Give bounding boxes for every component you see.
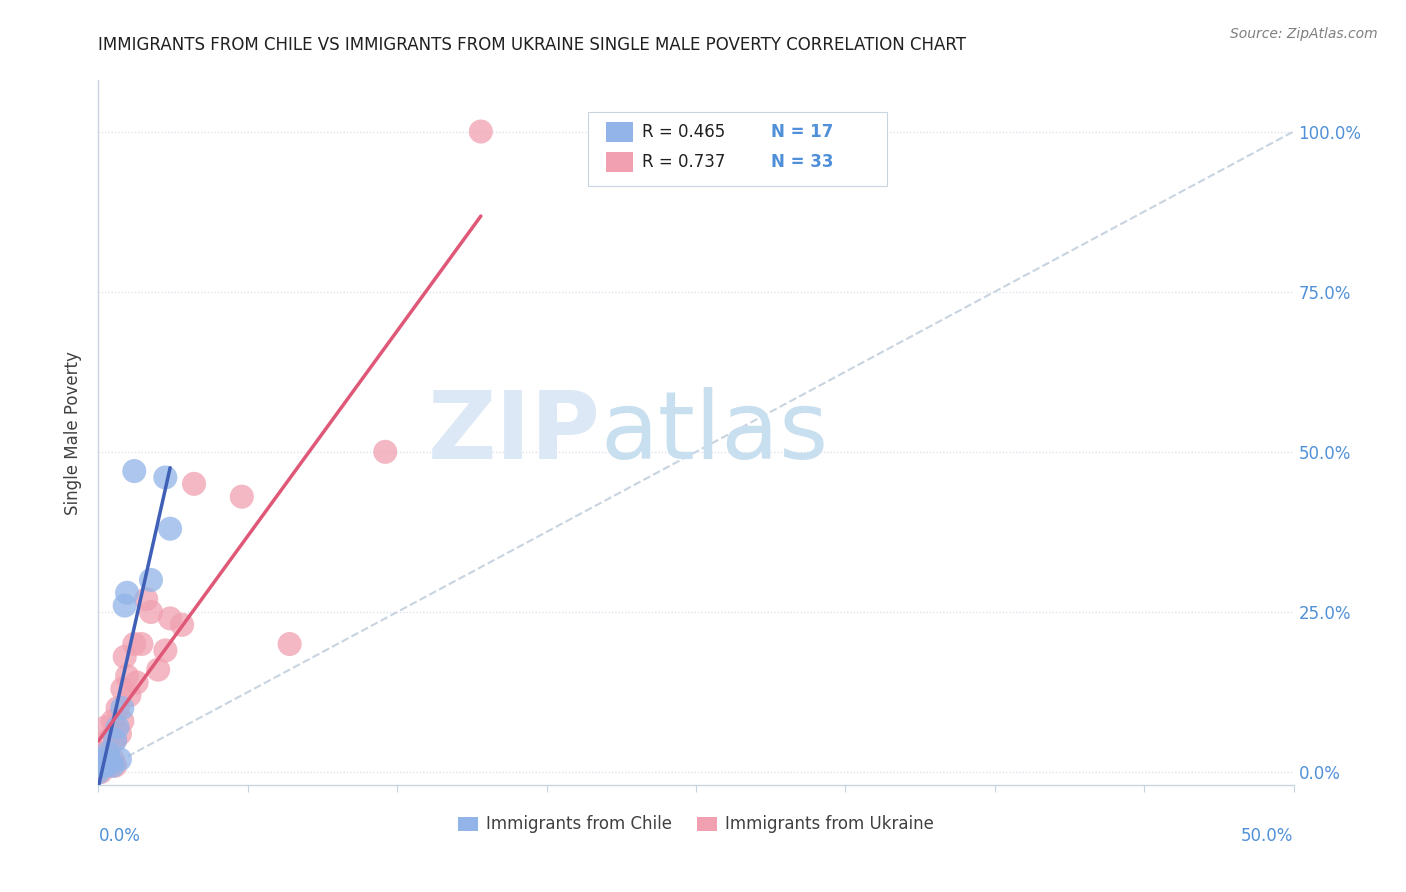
Point — [108, 727, 131, 741]
Point — [231, 490, 253, 504]
Point — [98, 758, 122, 772]
Point — [278, 637, 301, 651]
Bar — [606, 122, 633, 142]
Point — [107, 701, 129, 715]
Legend: Immigrants from Chile, Immigrants from Ukraine: Immigrants from Chile, Immigrants from U… — [451, 809, 941, 840]
Point — [101, 752, 124, 766]
Point — [114, 599, 136, 613]
Text: R = 0.737: R = 0.737 — [643, 153, 725, 171]
Point — [90, 758, 112, 772]
Text: IMMIGRANTS FROM CHILE VS IMMIGRANTS FROM UKRAINE SINGLE MALE POVERTY CORRELATION: IMMIGRANTS FROM CHILE VS IMMIGRANTS FROM… — [98, 36, 966, 54]
Point — [155, 470, 177, 484]
Point — [374, 445, 396, 459]
Point — [111, 714, 134, 728]
Point — [139, 605, 162, 619]
Point — [101, 714, 124, 728]
Bar — [606, 153, 633, 172]
Point — [90, 765, 112, 780]
Point — [159, 522, 181, 536]
Text: Source: ZipAtlas.com: Source: ZipAtlas.com — [1230, 27, 1378, 41]
Point — [139, 573, 162, 587]
Point — [159, 611, 181, 625]
Point — [124, 637, 146, 651]
Point — [101, 758, 124, 772]
Point — [118, 688, 141, 702]
Text: N = 33: N = 33 — [772, 153, 834, 171]
Point — [98, 756, 122, 770]
Text: ZIP: ZIP — [427, 386, 600, 479]
Text: atlas: atlas — [600, 386, 828, 479]
Point — [111, 681, 134, 696]
Point — [155, 643, 177, 657]
Point — [148, 663, 170, 677]
Point — [87, 762, 110, 776]
Point — [104, 733, 127, 747]
Point — [104, 733, 127, 747]
Text: 50.0%: 50.0% — [1241, 827, 1294, 846]
Point — [108, 752, 131, 766]
Point — [97, 733, 120, 747]
Point — [114, 649, 136, 664]
Text: N = 17: N = 17 — [772, 123, 834, 141]
Point — [183, 476, 205, 491]
Point — [94, 752, 117, 766]
Text: R = 0.465: R = 0.465 — [643, 123, 725, 141]
Point — [125, 675, 148, 690]
Point — [94, 758, 117, 772]
Point — [97, 746, 120, 760]
Point — [87, 765, 110, 780]
Point — [172, 617, 194, 632]
Point — [107, 720, 129, 734]
Point — [124, 464, 146, 478]
Point — [90, 746, 112, 760]
Point — [104, 758, 127, 772]
Point — [94, 720, 117, 734]
Point — [470, 124, 492, 138]
FancyBboxPatch shape — [589, 112, 887, 186]
Point — [91, 752, 114, 766]
Point — [131, 637, 153, 651]
Y-axis label: Single Male Poverty: Single Male Poverty — [65, 351, 83, 515]
Point — [91, 758, 114, 772]
Point — [111, 701, 134, 715]
Point — [115, 669, 138, 683]
Point — [135, 592, 157, 607]
Point — [115, 586, 138, 600]
Text: 0.0%: 0.0% — [98, 827, 141, 846]
